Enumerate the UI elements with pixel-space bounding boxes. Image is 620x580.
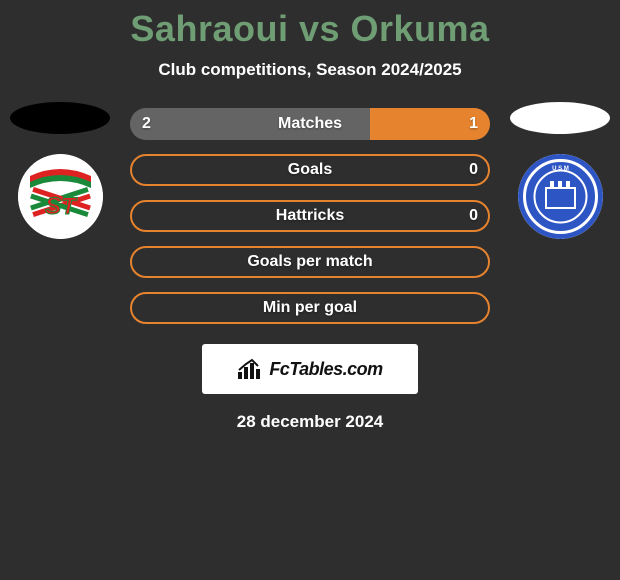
brand-text: FcTables.com <box>269 359 382 380</box>
stat-value-right: 1 <box>469 115 478 133</box>
stat-value-right: 0 <box>469 207 478 225</box>
stat-value-left: 2 <box>142 115 151 133</box>
stat-bar: Min per goal <box>130 292 490 324</box>
stat-label: Goals <box>288 161 332 179</box>
crest-right-icon: U S M <box>518 154 603 239</box>
stat-label: Matches <box>278 115 342 133</box>
team-crest-right: U S M <box>518 154 603 239</box>
stat-label: Hattricks <box>276 207 344 225</box>
stat-label: Goals per match <box>247 253 372 271</box>
stat-bars: Matches 2 1 Goals 0 Hattricks 0 Goals per match… <box>130 108 490 324</box>
stat-bar: Hattricks 0 <box>130 200 490 232</box>
stat-label: Min per goal <box>263 299 357 317</box>
svg-text:ST: ST <box>45 193 78 220</box>
stat-bar: Goals per match <box>130 246 490 278</box>
stat-bar: Goals 0 <box>130 154 490 186</box>
subtitle: Club competitions, Season 2024/2025 <box>158 60 461 80</box>
player-left-ellipse <box>10 102 110 134</box>
stat-bar: Matches 2 1 <box>130 108 490 140</box>
page-title: Sahraoui vs Orkuma <box>130 8 489 50</box>
player-right-column: U S M <box>510 102 610 239</box>
stat-value-right: 0 <box>469 161 478 179</box>
chart-icon <box>237 358 263 380</box>
crest-left-icon: ST <box>18 154 103 239</box>
comparison-row: ST Matches 2 1 Goals 0 Hattricks 0 Goals per ma… <box>0 108 620 324</box>
date-label: 28 december 2024 <box>237 412 384 432</box>
svg-text:U S M: U S M <box>552 166 569 172</box>
team-crest-left: ST <box>18 154 103 239</box>
player-left-column: ST <box>10 102 110 239</box>
player-right-ellipse <box>510 102 610 134</box>
brand-box: FcTables.com <box>202 344 418 394</box>
